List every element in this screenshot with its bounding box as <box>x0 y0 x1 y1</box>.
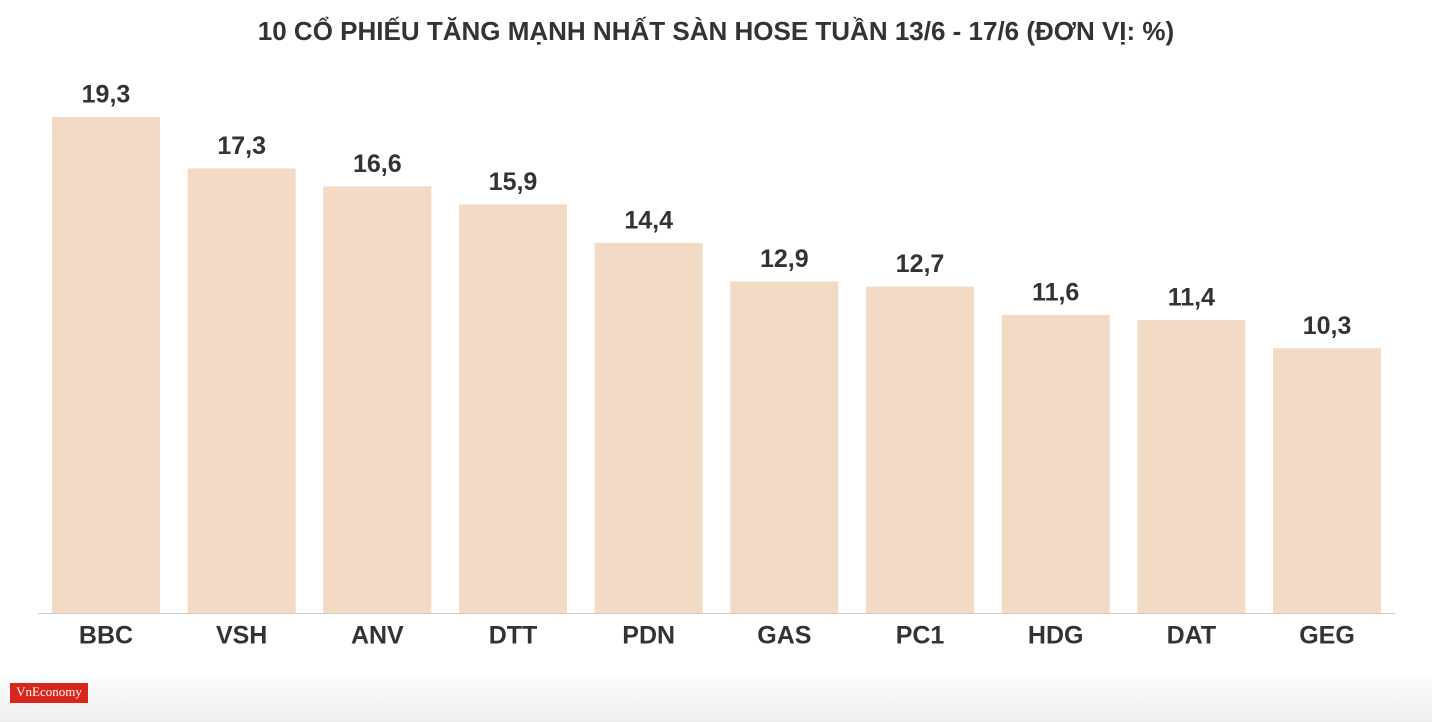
x-tick-label: HDG <box>1028 622 1084 650</box>
bar <box>1273 348 1382 613</box>
value-label: 12,9 <box>760 245 809 273</box>
bar <box>730 281 839 613</box>
logo-box <box>10 683 88 703</box>
bar <box>594 242 703 613</box>
bar <box>52 117 160 613</box>
value-label: 14,4 <box>624 207 673 235</box>
bar <box>1001 314 1110 613</box>
bar <box>866 286 975 613</box>
x-tick-label: GEG <box>1299 622 1355 650</box>
value-label: 19,3 <box>82 81 131 109</box>
chart-title: 10 CỔ PHIẾU TĂNG MẠNH NHẤT SÀN HOSE TUẦN… <box>258 16 1174 46</box>
x-tick-label: PC1 <box>896 622 945 650</box>
x-tick-label: DAT <box>1167 622 1217 650</box>
value-label: 10,3 <box>1303 312 1352 340</box>
bar <box>323 186 432 613</box>
logo: VnEconomy <box>16 684 82 699</box>
x-tick-label: GAS <box>757 622 811 650</box>
value-label: 11,6 <box>1032 278 1079 306</box>
value-label: 12,7 <box>896 250 945 278</box>
x-tick-label: BBC <box>79 622 133 650</box>
bar <box>187 168 296 613</box>
value-label: 17,3 <box>217 132 266 160</box>
footer-band <box>0 670 1432 722</box>
x-tick-label: PDN <box>622 622 675 650</box>
value-label: 16,6 <box>353 150 402 178</box>
x-tick-label: DTT <box>489 622 538 650</box>
value-label: 15,9 <box>489 168 538 196</box>
bar <box>1137 320 1246 613</box>
bar <box>459 204 568 613</box>
x-tick-label: VSH <box>216 622 267 650</box>
value-label: 11,4 <box>1168 284 1215 312</box>
x-tick-label: ANV <box>351 622 404 650</box>
